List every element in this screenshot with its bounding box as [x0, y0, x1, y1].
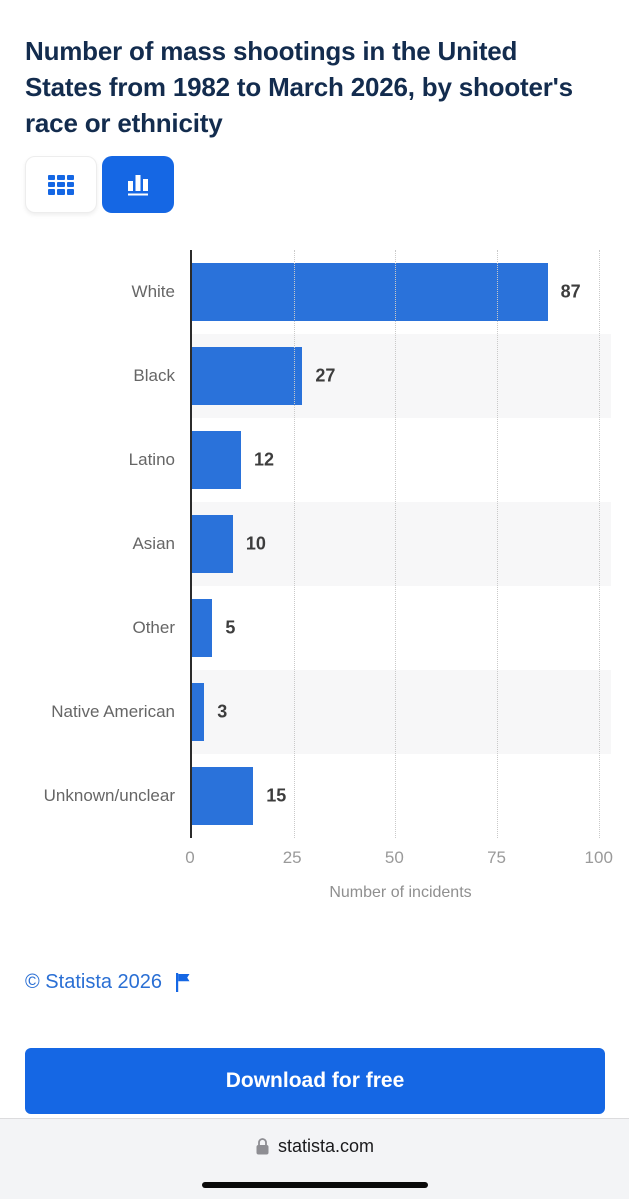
x-tick-label: 50 [384, 848, 404, 867]
chart-row: White 87 [0, 250, 611, 334]
bar[interactable] [192, 683, 205, 741]
value-label: 3 [217, 701, 228, 722]
flag-icon [176, 973, 190, 992]
chart-row: Asian 10 [0, 502, 611, 586]
row-plot: 15 [190, 754, 611, 838]
category-label: White [131, 282, 175, 301]
row-plot: 5 [190, 586, 611, 670]
row-plot: 27 [190, 334, 611, 418]
table-view-button[interactable] [25, 156, 97, 213]
title-line-2: States from 1982 to March 2026, by shoot… [25, 72, 573, 103]
value-label: 87 [560, 281, 581, 302]
bar[interactable] [192, 599, 213, 657]
chart-row: Native American 3 [0, 670, 611, 754]
value-label: 10 [245, 533, 266, 554]
chart-row: Other 5 [0, 586, 611, 670]
title-line-3: race or ethnicity [25, 108, 223, 139]
browser-bottom-bar: statista.com [0, 1118, 629, 1199]
chart: White 87 Black 27 Latino 12 Asian 10 Other 5 Nativ… [0, 250, 613, 901]
bar[interactable] [192, 263, 548, 321]
category-label: Latino [128, 450, 175, 469]
row-plot: 10 [190, 502, 611, 586]
category-label: Asian [132, 534, 175, 553]
row-plot: 12 [190, 418, 611, 502]
page-title: Number of mass shootings in the United S… [25, 33, 613, 141]
title-line-1: Number of mass shootings in the United [25, 36, 518, 67]
row-plot: 3 [190, 670, 611, 754]
value-label: 27 [315, 365, 336, 386]
x-tick-label: 25 [282, 848, 302, 867]
browser-address-bar[interactable]: statista.com [0, 1119, 629, 1157]
x-axis-ticks: 0 25 50 75 100 [185, 848, 613, 870]
bar[interactable] [192, 347, 303, 405]
value-label: 15 [266, 785, 287, 806]
chart-row: Black 27 [0, 334, 611, 418]
view-toggle [25, 156, 174, 213]
flag-button[interactable] [175, 973, 192, 992]
value-label: 5 [225, 617, 236, 638]
x-tick-label: 0 [185, 848, 195, 867]
bar[interactable] [192, 515, 233, 573]
category-label: Other [132, 618, 175, 637]
category-label: Unknown/unclear [43, 786, 175, 805]
copyright-row: © Statista 2026 [25, 971, 192, 994]
grid-icon [48, 174, 74, 195]
chart-view-button[interactable] [102, 156, 174, 213]
chart-row: Unknown/unclear 15 [0, 754, 611, 838]
lock-icon [256, 1138, 269, 1155]
x-tick-label: 100 [584, 848, 613, 867]
bar[interactable] [192, 767, 254, 825]
x-axis-label: Number of incidents [329, 884, 472, 901]
value-label: 12 [254, 449, 275, 470]
row-plot: 87 [190, 250, 611, 334]
download-button[interactable]: Download for free [25, 1048, 605, 1114]
bar-chart-icon [128, 175, 148, 196]
copyright-link[interactable]: © Statista 2026 [25, 971, 163, 993]
domain-text: statista.com [277, 1136, 375, 1156]
home-indicator[interactable] [201, 1182, 428, 1188]
chart-rows: White 87 Black 27 Latino 12 Asian 10 Other 5 Nativ… [0, 250, 611, 838]
category-label: Native American [51, 702, 175, 721]
bar[interactable] [192, 431, 242, 489]
chart-row: Latino 12 [0, 418, 611, 502]
x-tick-label: 75 [487, 848, 507, 867]
category-label: Black [133, 366, 175, 385]
